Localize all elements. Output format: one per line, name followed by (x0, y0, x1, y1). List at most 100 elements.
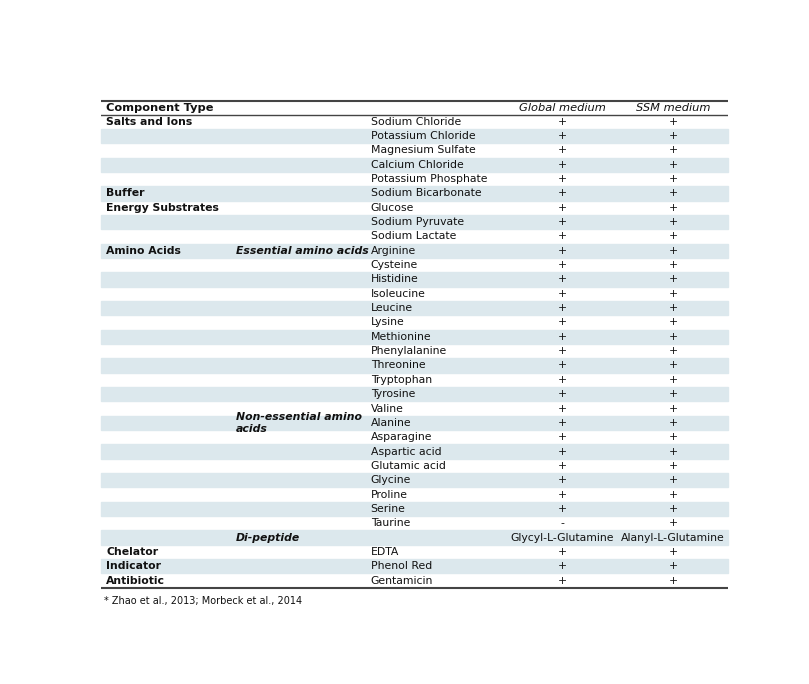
Bar (101, 358, 728, 373)
Text: +: + (557, 231, 566, 241)
Bar (101, 272, 728, 287)
Text: +: + (557, 246, 566, 256)
Text: +: + (557, 274, 566, 285)
Text: -: - (560, 518, 564, 528)
Text: +: + (557, 575, 566, 586)
Text: +: + (668, 490, 677, 499)
Text: Valine: Valine (371, 404, 404, 414)
Text: Sodium Chloride: Sodium Chloride (371, 117, 461, 127)
Text: Antibiotic: Antibiotic (106, 575, 165, 586)
Bar (101, 244, 728, 258)
Text: Alanyl-L-Glutamine: Alanyl-L-Glutamine (621, 533, 725, 542)
Text: +: + (668, 561, 677, 571)
Text: +: + (557, 289, 566, 299)
Text: Threonine: Threonine (371, 360, 426, 371)
Text: Leucine: Leucine (371, 303, 413, 313)
Text: +: + (557, 360, 566, 371)
Text: +: + (557, 432, 566, 442)
Text: +: + (557, 189, 566, 198)
Text: Component Type: Component Type (106, 103, 214, 113)
Text: +: + (557, 504, 566, 514)
Text: +: + (668, 575, 677, 586)
Text: +: + (557, 375, 566, 385)
Text: Asparagine: Asparagine (371, 432, 432, 442)
Text: +: + (668, 174, 677, 184)
Text: +: + (668, 260, 677, 270)
Text: Phenol Red: Phenol Red (371, 561, 432, 571)
Text: +: + (668, 246, 677, 256)
Text: Chelator: Chelator (106, 547, 159, 557)
Text: +: + (557, 217, 566, 227)
Text: +: + (557, 117, 566, 127)
Text: Salts and Ions: Salts and Ions (106, 117, 193, 127)
Text: +: + (668, 131, 677, 141)
Text: Essential amino acids: Essential amino acids (236, 246, 369, 256)
Text: Energy Substrates: Energy Substrates (106, 203, 219, 213)
Text: Glutamic acid: Glutamic acid (371, 461, 446, 471)
Text: Isoleucine: Isoleucine (371, 289, 426, 299)
Bar (101, 530, 728, 544)
Text: +: + (557, 146, 566, 155)
Text: +: + (668, 461, 677, 471)
Text: +: + (557, 404, 566, 414)
Text: +: + (668, 203, 677, 213)
Text: +: + (557, 547, 566, 557)
Text: +: + (557, 475, 566, 485)
Text: +: + (668, 547, 677, 557)
Text: SSM medium: SSM medium (636, 103, 710, 113)
Text: Calcium Chloride: Calcium Chloride (371, 160, 464, 170)
Text: +: + (668, 346, 677, 356)
Text: +: + (668, 375, 677, 385)
Text: +: + (668, 117, 677, 127)
Text: Potassium Phosphate: Potassium Phosphate (371, 174, 487, 184)
Bar (101, 559, 728, 573)
Text: +: + (668, 360, 677, 371)
Text: Magnesium Sulfate: Magnesium Sulfate (371, 146, 476, 155)
Text: +: + (557, 461, 566, 471)
Text: Sodium Pyruvate: Sodium Pyruvate (371, 217, 464, 227)
Text: +: + (668, 432, 677, 442)
Text: +: + (668, 274, 677, 285)
Text: +: + (557, 303, 566, 313)
Text: * Zhao et al., 2013; Morbeck et al., 2014: * Zhao et al., 2013; Morbeck et al., 201… (104, 596, 303, 605)
Text: Indicator: Indicator (106, 561, 161, 571)
Bar (101, 129, 728, 144)
Bar (101, 445, 728, 459)
Text: +: + (668, 189, 677, 198)
Text: Proline: Proline (371, 490, 408, 499)
Text: +: + (668, 475, 677, 485)
Text: +: + (557, 131, 566, 141)
Text: Taurine: Taurine (371, 518, 410, 528)
Text: Sodium Lactate: Sodium Lactate (371, 231, 456, 241)
Text: +: + (668, 404, 677, 414)
Text: Aspartic acid: Aspartic acid (371, 447, 442, 456)
Text: +: + (557, 418, 566, 428)
Text: Glycine: Glycine (371, 475, 411, 485)
Bar (101, 416, 728, 430)
Text: Buffer: Buffer (106, 189, 145, 198)
Text: Serine: Serine (371, 504, 405, 514)
Text: +: + (668, 518, 677, 528)
Bar (101, 215, 728, 229)
Text: Glycyl-L-Glutamine: Glycyl-L-Glutamine (510, 533, 614, 542)
Bar (101, 301, 728, 315)
Text: +: + (557, 203, 566, 213)
Bar (101, 387, 728, 402)
Text: Di-peptide: Di-peptide (236, 533, 300, 542)
Text: +: + (668, 289, 677, 299)
Text: +: + (668, 504, 677, 514)
Text: +: + (557, 332, 566, 342)
Text: Methionine: Methionine (371, 332, 431, 342)
Bar (101, 157, 728, 172)
Text: Alanine: Alanine (371, 418, 411, 428)
Text: +: + (557, 490, 566, 499)
Text: +: + (557, 389, 566, 399)
Text: +: + (557, 260, 566, 270)
Text: +: + (557, 561, 566, 571)
Bar (101, 186, 728, 200)
Text: Amino Acids: Amino Acids (106, 246, 181, 256)
Text: Cysteine: Cysteine (371, 260, 418, 270)
Text: +: + (557, 447, 566, 456)
Text: +: + (668, 317, 677, 328)
Text: +: + (668, 160, 677, 170)
